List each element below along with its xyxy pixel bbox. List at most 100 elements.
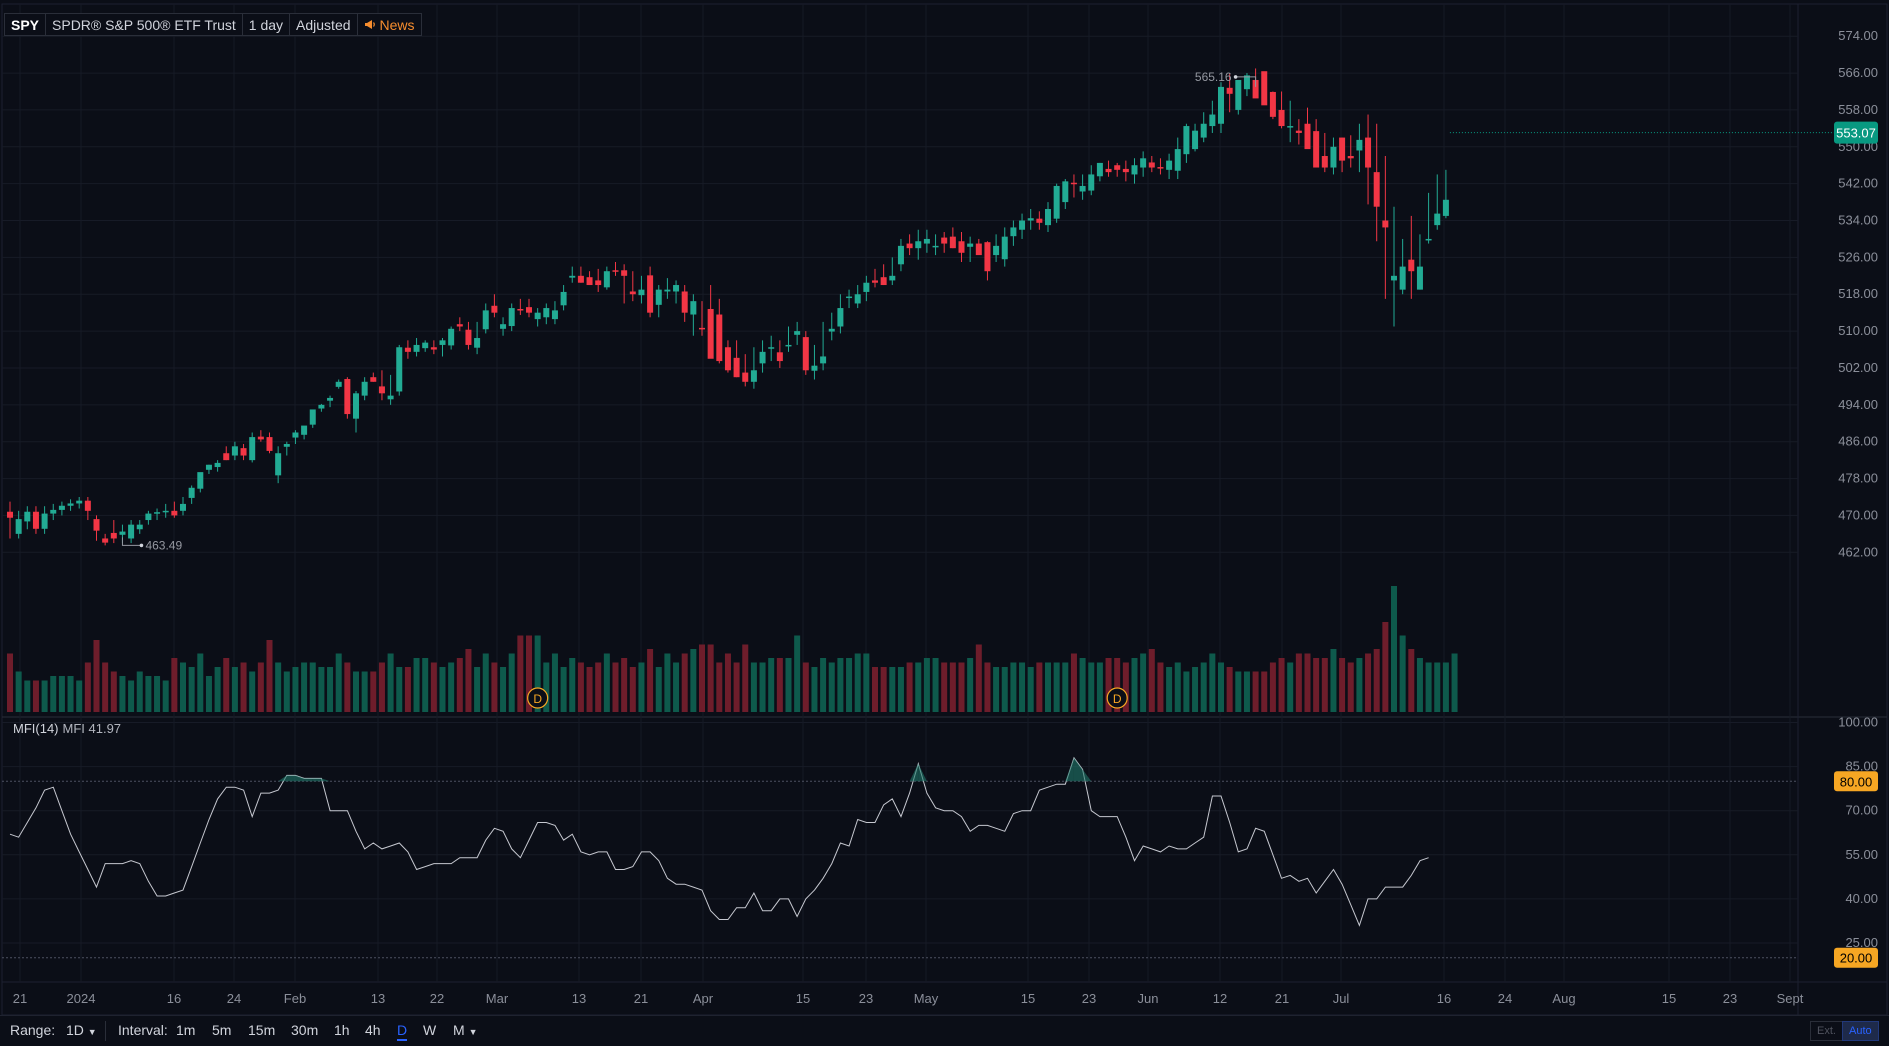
candle-body[interactable] [197,472,204,489]
candle-body[interactable] [1157,167,1164,169]
candle-body[interactable] [1391,275,1397,281]
candle-body[interactable] [612,270,619,272]
candle-body[interactable] [1192,130,1199,150]
candle-body[interactable] [1347,156,1354,159]
candle-body[interactable] [1295,130,1302,133]
interval-m-dropdown[interactable]: M ▼ [453,1022,477,1038]
candle-body[interactable] [1114,165,1121,170]
candle-body[interactable] [534,312,541,320]
candle-body[interactable] [110,532,117,539]
candle-body[interactable] [1010,227,1017,237]
auto-scale-toggle[interactable]: Auto [1842,1021,1879,1041]
candle-body[interactable] [664,289,671,292]
candle-body[interactable] [231,446,238,456]
candle-body[interactable] [465,329,472,345]
candle-body[interactable] [1416,266,1423,290]
candle-body[interactable] [162,510,169,513]
candle-body[interactable] [923,238,930,244]
candle-body[interactable] [1131,165,1138,175]
candle-body[interactable] [707,308,714,359]
candle-body[interactable] [1269,91,1276,117]
dividend-marker[interactable] [1106,687,1128,709]
candle-body[interactable] [136,524,143,530]
candle-body[interactable] [1243,75,1250,90]
candle-body[interactable] [820,356,827,364]
candle-body[interactable] [811,365,818,371]
candle-body[interactable] [41,513,48,529]
candle-body[interactable] [967,243,974,247]
candle-body[interactable] [621,270,628,276]
candle-body[interactable] [1330,146,1337,168]
candle-body[interactable] [915,241,922,249]
candle-body[interactable] [1140,158,1147,168]
candle-body[interactable] [1001,236,1008,260]
candle-body[interactable] [353,393,359,419]
candle-body[interactable] [370,377,377,382]
candle-body[interactable] [413,344,420,352]
candle-body[interactable] [854,294,861,304]
candle-body[interactable] [629,291,636,295]
interval-4h[interactable]: 4h [365,1022,381,1038]
interval-5m[interactable]: 5m [212,1022,232,1038]
candle-body[interactable] [24,511,31,522]
candle-body[interactable] [474,338,481,348]
candle-body[interactable] [724,347,731,371]
candle-body[interactable] [309,409,316,425]
candlesticks[interactable] [7,68,1449,546]
candle-body[interactable] [1304,123,1311,150]
candle-body[interactable] [1399,266,1406,290]
candle-body[interactable] [681,291,688,313]
candle-body[interactable] [76,500,83,504]
candle-body[interactable] [1287,126,1294,128]
candle-body[interactable] [128,524,135,539]
candle-body[interactable] [327,397,334,401]
candle-body[interactable] [171,510,178,516]
candle-body[interactable] [119,531,126,535]
candle-body[interactable] [993,245,1000,256]
candle-body[interactable] [837,308,844,327]
candle-body[interactable] [863,282,870,292]
candle-body[interactable] [15,519,22,534]
interval-label[interactable]: 1 day [241,13,291,36]
candle-body[interactable] [1321,156,1328,168]
candle-body[interactable] [205,464,212,470]
candle-body[interactable] [188,487,195,498]
candle-body[interactable] [1373,172,1380,207]
candle-body[interactable] [266,437,273,451]
candle-body[interactable] [517,308,524,311]
candle-body[interactable] [1235,79,1242,110]
candle-body[interactable] [240,448,247,456]
candle-body[interactable] [941,237,948,244]
candle-body[interactable] [318,404,325,409]
candle-body[interactable] [1019,220,1026,230]
candle-body[interactable] [932,245,939,248]
candle-body[interactable] [1382,220,1389,228]
candle-body[interactable] [275,453,282,476]
candle-body[interactable] [1027,218,1034,221]
candle-body[interactable] [456,324,463,327]
candle-body[interactable] [1261,71,1268,106]
candle-body[interactable] [526,307,532,313]
candle-body[interactable] [560,291,567,306]
candle-body[interactable] [430,347,437,350]
candle-body[interactable] [543,308,550,318]
candle-body[interactable] [58,505,65,510]
candle-body[interactable] [1183,126,1190,155]
candle-body[interactable] [7,511,13,518]
candle-body[interactable] [958,241,965,253]
candle-body[interactable] [750,370,757,382]
candle-body[interactable] [1053,185,1060,219]
candle-body[interactable] [595,280,602,286]
candle-body[interactable] [880,277,887,286]
candle-body[interactable] [586,277,593,286]
candle-body[interactable] [482,310,489,330]
candle-body[interactable] [1252,79,1259,99]
interval-d[interactable]: D [397,1022,408,1041]
candle-body[interactable] [1122,168,1129,173]
candle-body[interactable] [361,381,368,396]
candle-body[interactable] [249,437,256,461]
candle-body[interactable] [647,275,654,313]
candle-body[interactable] [802,337,809,371]
candle-body[interactable] [335,381,342,387]
